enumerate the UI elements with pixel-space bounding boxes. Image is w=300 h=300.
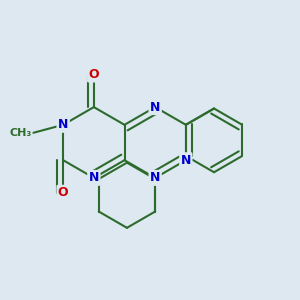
Text: N: N	[181, 154, 191, 167]
Text: CH₃: CH₃	[9, 128, 32, 138]
Text: N: N	[89, 171, 99, 184]
Text: N: N	[150, 171, 160, 184]
Text: O: O	[58, 186, 68, 199]
Text: N: N	[150, 100, 160, 114]
Text: N: N	[58, 118, 68, 131]
Text: O: O	[88, 68, 99, 81]
